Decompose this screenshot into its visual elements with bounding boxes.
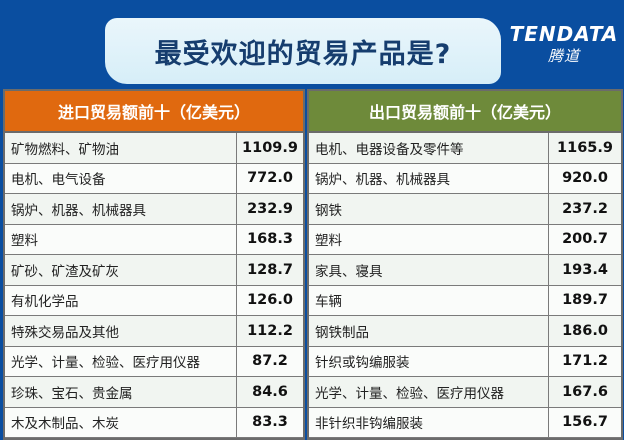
trade-value: 84.6 <box>252 383 288 400</box>
tendata-logo: TENDATA 腾道 <box>508 22 620 66</box>
trade-value: 189.7 <box>562 292 608 309</box>
product-name: 家具、寝具 <box>309 255 549 285</box>
table-row: 车辆 189.7 <box>309 285 621 316</box>
table-row: 锅炉、机器、机械器具 920.0 <box>309 163 621 194</box>
trade-value: 772.0 <box>247 170 293 187</box>
table-row: 矿物燃料、矿物油 1109.9 <box>5 133 303 164</box>
product-name: 锅炉、机器、机械器具 <box>5 194 237 224</box>
table-row: 塑料 168.3 <box>5 224 303 255</box>
table-row: 矿砂、矿渣及矿灰 128.7 <box>5 255 303 286</box>
product-name: 电机、电气设备 <box>5 163 237 193</box>
export-table: 出口贸易额前十（亿美元） 电机、电器设备及零件等 1165.9 锅炉、机器、机械器具… <box>307 89 623 440</box>
import-header: 进口贸易额前十（亿美元） <box>5 91 303 133</box>
export-header: 出口贸易额前十（亿美元） <box>309 91 621 133</box>
table-row: 塑料 200.7 <box>309 224 621 255</box>
trade-value: 1109.9 <box>242 139 298 156</box>
logo-cn: 腾道 <box>547 47 580 65</box>
product-name: 钢铁制品 <box>309 316 549 346</box>
table-row: 光学、计量、检验、医疗用仪器 167.6 <box>309 377 621 408</box>
product-name: 钢铁 <box>309 194 549 224</box>
trade-value: 193.4 <box>562 261 608 278</box>
trade-value: 186.0 <box>562 322 608 339</box>
product-name: 光学、计量、检验、医疗用仪器 <box>5 346 237 376</box>
table-row: 钢铁制品 186.0 <box>309 316 621 347</box>
product-name: 珍珠、宝石、贵金属 <box>5 377 237 407</box>
trade-value: 1165.9 <box>557 139 613 156</box>
table-row: 光学、计量、检验、医疗用仪器 87.2 <box>5 346 303 377</box>
trade-value: 168.3 <box>247 231 293 248</box>
product-name: 锅炉、机器、机械器具 <box>309 163 549 193</box>
trade-value: 128.7 <box>247 261 293 278</box>
product-name: 非针织非钩编服装 <box>309 407 549 437</box>
product-name: 有机化学品 <box>5 285 237 315</box>
trade-value: 920.0 <box>562 170 608 187</box>
table-row: 非针织非钩编服装 156.7 <box>309 407 621 438</box>
table-row: 电机、电器设备及零件等 1165.9 <box>309 133 621 164</box>
product-name: 塑料 <box>309 224 549 254</box>
product-name: 矿物燃料、矿物油 <box>5 133 237 163</box>
product-name: 光学、计量、检验、医疗用仪器 <box>309 377 549 407</box>
trade-value: 156.7 <box>562 414 608 431</box>
product-name: 特殊交易品及其他 <box>5 316 237 346</box>
table-row: 锅炉、机器、机械器具 232.9 <box>5 194 303 225</box>
import-rows: 矿物燃料、矿物油 1109.9 电机、电气设备 772.0 锅炉、机器、机械器具 232.… <box>5 133 303 438</box>
table-row: 有机化学品 126.0 <box>5 285 303 316</box>
table-row: 珍珠、宝石、贵金属 84.6 <box>5 377 303 408</box>
product-name: 电机、电器设备及零件等 <box>309 133 549 163</box>
title-banner: 最受欢迎的贸易产品是? <box>105 18 501 84</box>
import-table: 进口贸易额前十（亿美元） 矿物燃料、矿物油 1109.9 电机、电气设备 772.0 锅… <box>3 89 305 440</box>
trade-value: 87.2 <box>252 353 288 370</box>
table-row: 钢铁 237.2 <box>309 194 621 225</box>
trade-value: 200.7 <box>562 231 608 248</box>
trade-value: 167.6 <box>562 383 608 400</box>
product-name: 矿砂、矿渣及矿灰 <box>5 255 237 285</box>
trade-value: 171.2 <box>562 353 608 370</box>
table-row: 电机、电气设备 772.0 <box>5 163 303 194</box>
trade-value: 83.3 <box>252 414 288 431</box>
trade-value: 237.2 <box>562 200 608 217</box>
trade-value: 112.2 <box>247 322 293 339</box>
page-title: 最受欢迎的贸易产品是? <box>154 38 452 70</box>
product-name: 车辆 <box>309 285 549 315</box>
product-name: 木及木制品、木炭 <box>5 407 237 437</box>
product-name: 针织或钩编服装 <box>309 346 549 376</box>
table-row: 木及木制品、木炭 83.3 <box>5 407 303 438</box>
logo-text: TENDATA <box>509 22 619 46</box>
table-row: 家具、寝具 193.4 <box>309 255 621 286</box>
trade-value: 126.0 <box>247 292 293 309</box>
table-row: 针织或钩编服装 171.2 <box>309 346 621 377</box>
trade-value: 232.9 <box>247 200 293 217</box>
product-name: 塑料 <box>5 224 237 254</box>
export-rows: 电机、电器设备及零件等 1165.9 锅炉、机器、机械器具 920.0 钢铁 237.2 塑… <box>309 133 621 438</box>
table-row: 特殊交易品及其他 112.2 <box>5 316 303 347</box>
